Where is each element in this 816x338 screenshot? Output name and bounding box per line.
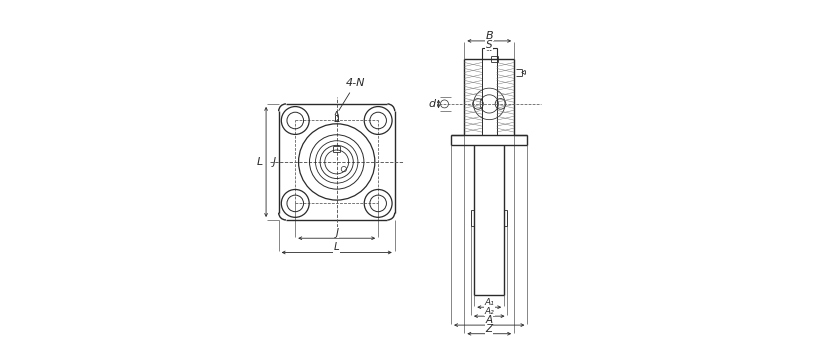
Text: J: J [273,157,275,167]
Text: S: S [486,40,493,50]
Text: A₂: A₂ [485,307,494,316]
Text: 4-N: 4-N [339,78,366,111]
Text: A: A [486,315,493,325]
Text: B: B [486,31,493,41]
Text: L: L [334,242,339,252]
Text: J: J [335,228,338,238]
Text: A₁: A₁ [485,298,494,307]
Text: Z: Z [486,324,493,334]
Text: d: d [429,99,436,109]
Text: L: L [257,157,264,167]
